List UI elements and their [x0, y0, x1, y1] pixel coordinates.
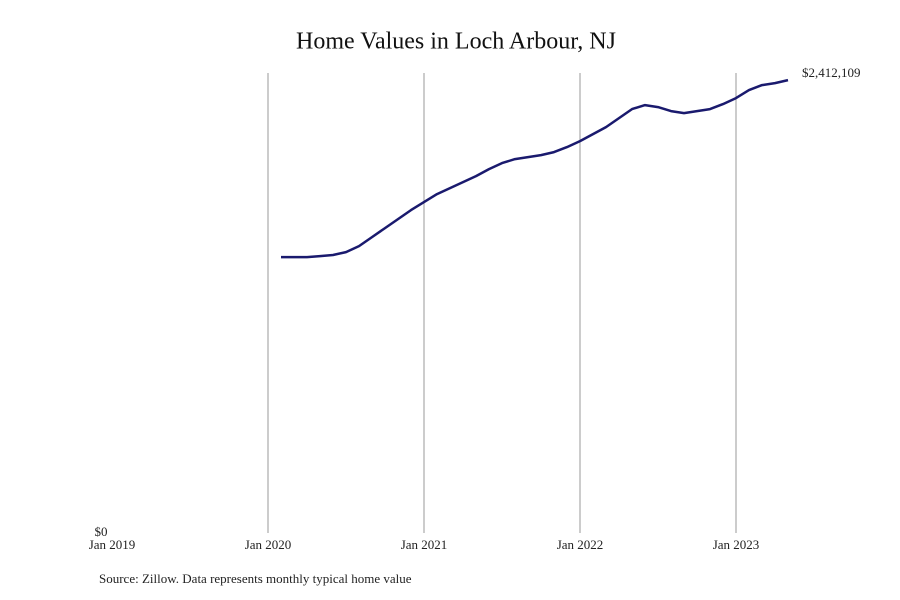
- x-tick-label: Jan 2023: [713, 537, 760, 552]
- line: [281, 78, 789, 259]
- x-tick-label: Jan 2020: [245, 537, 292, 552]
- value-label: $2,412,109: [802, 65, 861, 80]
- source-note: Source: Zillow. Data represents monthly …: [99, 571, 412, 586]
- chart-title: Home Values in Loch Arbour, NJ: [296, 29, 616, 55]
- x-tick-label: Jan 2022: [557, 537, 604, 552]
- y-tick-label: $0: [95, 524, 108, 539]
- x-tick-label: Jan 2019: [89, 537, 136, 552]
- x-tick-label: Jan 2021: [401, 537, 448, 552]
